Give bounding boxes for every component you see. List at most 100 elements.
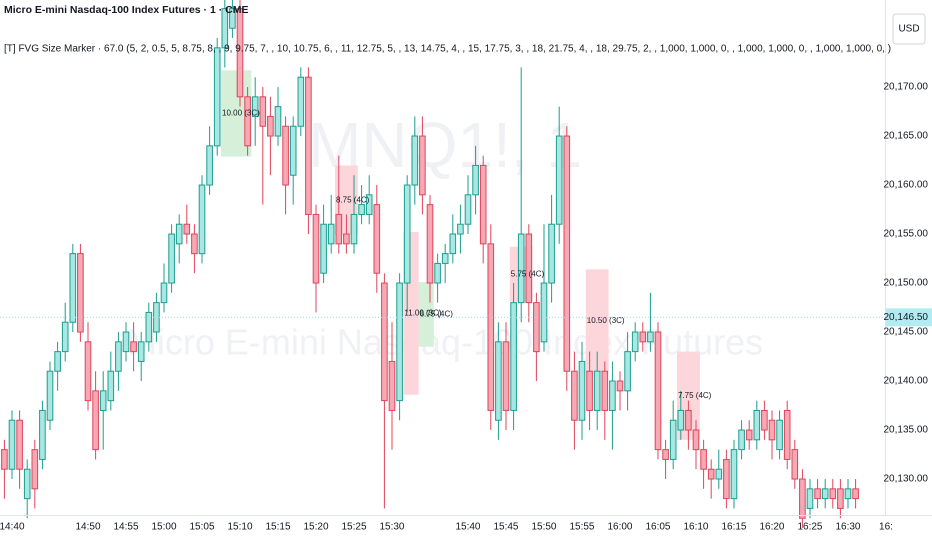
chart-title: Micro E-mini Nasdaq-100 Index Futures · … [4, 4, 248, 16]
candle-body [274, 106, 282, 137]
candle-body [145, 311, 153, 343]
candle-body [305, 76, 312, 215]
candle-body [852, 488, 859, 500]
candle-body [464, 194, 472, 225]
candle-body [738, 429, 745, 451]
x-tick-label: 15:00 [151, 522, 176, 533]
candle-body [343, 233, 350, 245]
candle-body [502, 341, 510, 411]
candle-body [183, 223, 191, 235]
candle-body [320, 223, 327, 274]
x-tick-label: 16:05 [645, 522, 670, 533]
candle-body [297, 76, 305, 127]
candle-body [403, 184, 411, 284]
candle-body [77, 253, 84, 333]
candle-body [191, 233, 198, 255]
candle-body [168, 233, 175, 284]
candle-body [479, 164, 487, 245]
candle-body [609, 380, 616, 411]
candle-body [251, 96, 259, 117]
candle-body [115, 341, 122, 372]
candle-body [472, 164, 479, 196]
candle-body [555, 135, 563, 225]
candle-body [236, 8, 244, 98]
candle-body [540, 282, 548, 343]
indicator-legend: [T] FVG Size Marker · 67.0 (5, 2, 0.5, 5… [4, 44, 891, 55]
y-tick-label: 20,145.00 [884, 327, 929, 338]
x-tick-label: 14:50 [75, 522, 100, 533]
x-tick-label: 14:55 [113, 522, 138, 533]
candle-body [457, 223, 464, 235]
candle-body [525, 233, 533, 304]
candle-body [396, 282, 403, 402]
x-tick-label: 16:15 [721, 522, 746, 533]
candle-body [130, 341, 137, 353]
candle-body [791, 449, 799, 480]
candle-body [69, 253, 77, 323]
candle-body [312, 213, 320, 284]
candle-body [229, 8, 236, 29]
watermark-description: Micro E-mini Nasdaq-100 Index Futures [127, 322, 763, 363]
x-tick-label: 15:30 [379, 522, 404, 533]
candle-body [39, 409, 46, 460]
candle-body [282, 125, 289, 186]
candle-body [616, 380, 624, 392]
y-tick-label: 20,160.00 [884, 180, 929, 191]
y-tick-label: 20,130.00 [884, 474, 929, 485]
y-tick-label: 20,150.00 [884, 278, 929, 289]
candle-body [358, 204, 365, 215]
fvg-label: 6.75 (4C) [420, 309, 454, 318]
x-tick-label: 15:15 [265, 522, 290, 533]
candle-body [730, 449, 738, 500]
candle-body [61, 321, 69, 353]
candle-body [221, 8, 229, 49]
candle-body [289, 125, 297, 176]
overlay: 10.00 (3C) 8.75 (4C) 11.00 (3C)6.75 (4C) 5.… [0, 109, 885, 400]
candle-body [578, 360, 586, 421]
candle-body [624, 351, 631, 392]
y-tick-label: 20,170.00 [884, 82, 929, 93]
x-tick-label: 15:25 [341, 522, 366, 533]
candle-body [692, 429, 700, 451]
fvg-label: 11.00 (3C) [404, 309, 442, 318]
candle-body [639, 331, 647, 343]
candle-body [783, 409, 791, 460]
candle-body [571, 370, 578, 421]
currency-box[interactable] [892, 13, 926, 45]
candle-body [441, 253, 449, 264]
candle-body [122, 331, 130, 353]
candle-body [631, 331, 639, 353]
fvg-label: 8.75 (4C) [336, 195, 370, 204]
candle-body [715, 468, 723, 480]
candle-body [198, 184, 206, 255]
candle-body [654, 331, 662, 451]
candle-body [647, 331, 654, 343]
y-tick-label: 20,140.00 [884, 376, 929, 387]
candle-body [601, 370, 609, 411]
candle-body [46, 370, 54, 421]
candle-body [776, 419, 783, 451]
last-price-tag [886, 308, 932, 327]
currency[interactable]: USD [898, 24, 919, 35]
candle-body [92, 390, 99, 451]
x-tick-label: 16: [879, 522, 893, 533]
candle-body [23, 468, 31, 500]
candle-body [517, 233, 525, 304]
candle-body [745, 429, 753, 441]
x-tick-label: 16:00 [607, 522, 632, 533]
fvg-label: 10.50 (3C) [587, 316, 625, 325]
candle-body [799, 478, 806, 519]
candle-body [411, 135, 419, 186]
candle-body [16, 419, 23, 470]
candle-body [31, 449, 39, 490]
candles [1, 0, 859, 529]
x-tick-label: 15:05 [189, 522, 214, 533]
x-tick-label: 16:20 [759, 522, 784, 533]
candle-body [593, 370, 601, 411]
candle-body [723, 458, 730, 500]
x-tick-label: 15:55 [569, 522, 594, 533]
candle-body [700, 449, 707, 470]
candle-body [419, 135, 426, 196]
x-tick-label: 14:40 [0, 522, 25, 533]
